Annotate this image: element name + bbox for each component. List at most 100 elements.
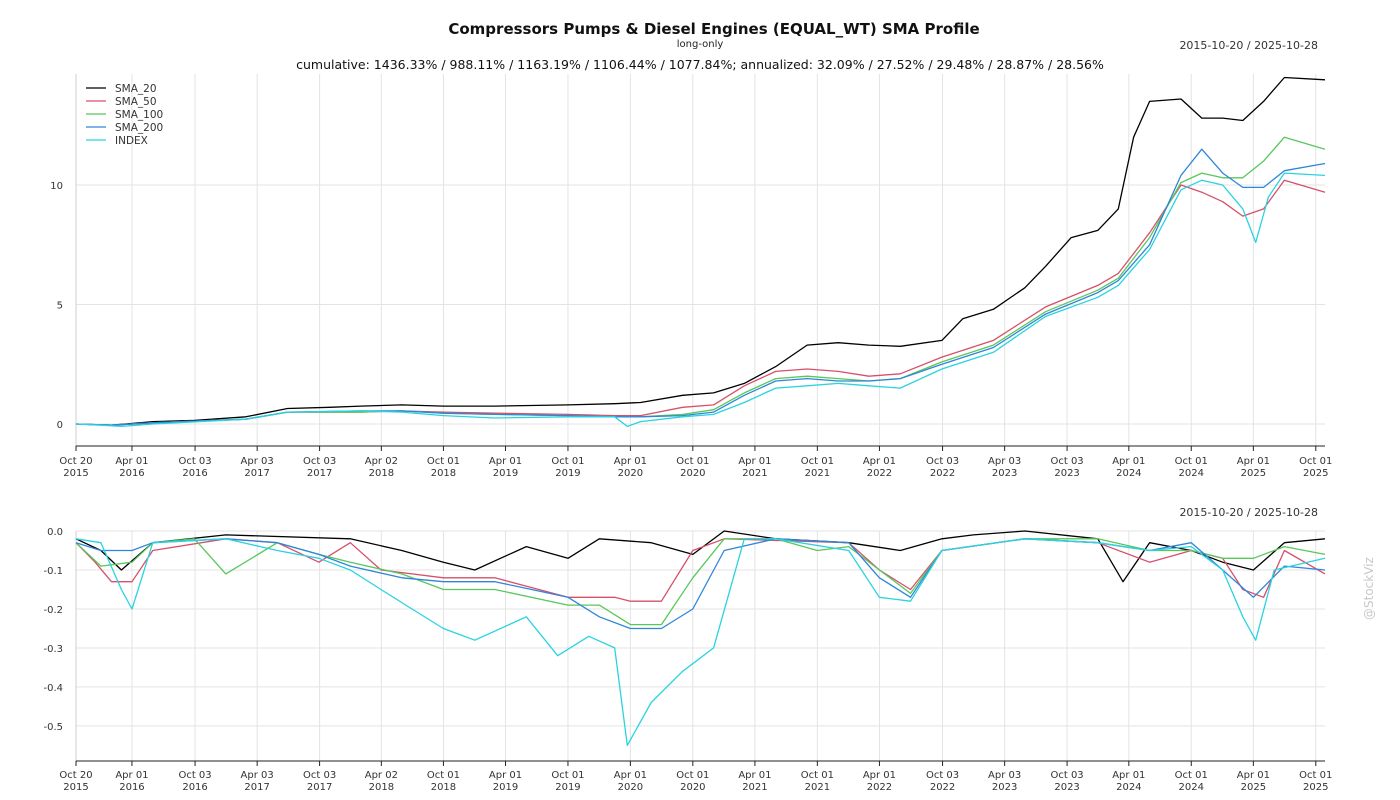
x-tick-label-year: 2016 xyxy=(119,468,144,479)
x-tick-label-year: 2015 xyxy=(63,782,88,793)
x-tick-label-year: 2025 xyxy=(1303,782,1328,793)
y-tick-label: -0.5 xyxy=(43,722,63,733)
y-tick-label: -0.4 xyxy=(43,683,63,694)
y-tick-label: 10 xyxy=(50,181,63,192)
x-tick-label-year: 2018 xyxy=(431,782,456,793)
x-tick-label: Oct 01 xyxy=(1299,456,1332,467)
x-tick-label: Oct 01 xyxy=(551,456,584,467)
x-tick-label: Oct 20 xyxy=(59,770,92,781)
x-tick-label: Apr 01 xyxy=(489,770,522,781)
series-line-sma-200 xyxy=(75,148,1326,426)
x-tick-label-year: 2022 xyxy=(930,782,955,793)
x-tick-label: Apr 01 xyxy=(1112,456,1145,467)
x-tick-label-year: 2017 xyxy=(307,468,332,479)
series-line-sma-50 xyxy=(75,179,1326,426)
x-tick-label-year: 2017 xyxy=(307,782,332,793)
x-tick-label-year: 2021 xyxy=(742,468,767,479)
x-tick-label: Oct 03 xyxy=(303,456,336,467)
legend-label: INDEX xyxy=(115,135,148,147)
x-tick-label-year: 2018 xyxy=(431,468,456,479)
x-tick-label: Apr 01 xyxy=(115,770,148,781)
x-tick-label-year: 2020 xyxy=(618,782,643,793)
x-tick-label-year: 2019 xyxy=(493,468,518,479)
y-tick-label: -0.1 xyxy=(43,566,63,577)
y-tick-label: -0.2 xyxy=(43,605,63,616)
x-tick-label: Apr 01 xyxy=(614,456,647,467)
x-tick-label: Oct 03 xyxy=(303,770,336,781)
x-tick-label-year: 2023 xyxy=(992,468,1017,479)
series-line-sma-200 xyxy=(75,538,1326,630)
x-tick-label: Apr 02 xyxy=(365,770,398,781)
y-tick-label: 0.0 xyxy=(47,527,63,538)
x-tick-label-year: 2021 xyxy=(805,468,830,479)
x-tick-label-year: 2025 xyxy=(1241,782,1266,793)
x-tick-label: Apr 03 xyxy=(241,770,274,781)
x-tick-label: Oct 03 xyxy=(926,456,959,467)
x-tick-label: Oct 01 xyxy=(801,770,834,781)
x-tick-label: Apr 03 xyxy=(241,456,274,467)
x-tick-label-year: 2019 xyxy=(555,468,580,479)
x-tick-label: Apr 01 xyxy=(489,456,522,467)
series-line-sma-100 xyxy=(75,136,1326,426)
legend-label: SMA_100 xyxy=(115,109,163,121)
x-tick-label: Oct 03 xyxy=(1050,770,1083,781)
x-tick-label: Apr 01 xyxy=(1237,770,1270,781)
x-tick-label-year: 2025 xyxy=(1241,468,1266,479)
returns-summary: cumulative: 1436.33% / 988.11% / 1163.19… xyxy=(296,57,1104,72)
series-line-sma-100 xyxy=(75,538,1326,626)
x-tick-label: Oct 03 xyxy=(178,456,211,467)
x-tick-label: Apr 01 xyxy=(1237,456,1270,467)
x-tick-label-year: 2018 xyxy=(369,782,394,793)
x-tick-label-year: 2020 xyxy=(680,782,705,793)
x-tick-label-year: 2017 xyxy=(244,468,269,479)
top-date-range: 2015-10-20 / 2025-10-28 xyxy=(1179,39,1318,52)
x-tick-label-year: 2024 xyxy=(1179,468,1204,479)
x-tick-label: Oct 01 xyxy=(676,456,709,467)
x-tick-label-year: 2020 xyxy=(680,468,705,479)
y-tick-label: 5 xyxy=(57,301,63,312)
series-line-sma-20 xyxy=(75,530,1326,583)
x-tick-label-year: 2020 xyxy=(618,468,643,479)
x-tick-label: Oct 01 xyxy=(1175,456,1208,467)
x-tick-label: Apr 01 xyxy=(863,770,896,781)
chart-title: Compressors Pumps & Diesel Engines (EQUA… xyxy=(448,20,980,38)
x-tick-label-year: 2019 xyxy=(493,782,518,793)
x-tick-label-year: 2015 xyxy=(63,468,88,479)
x-tick-label: Apr 01 xyxy=(1112,770,1145,781)
x-tick-label-year: 2022 xyxy=(867,782,892,793)
x-tick-label-year: 2019 xyxy=(555,782,580,793)
series-line-index xyxy=(75,538,1326,747)
x-tick-label: Oct 01 xyxy=(551,770,584,781)
chart-subtitle: long-only xyxy=(676,39,724,50)
x-tick-label-year: 2021 xyxy=(742,782,767,793)
bottom-date-range: 2015-10-20 / 2025-10-28 xyxy=(1179,506,1318,519)
x-tick-label-year: 2021 xyxy=(805,782,830,793)
x-tick-label: Oct 03 xyxy=(1050,456,1083,467)
x-tick-label: Oct 01 xyxy=(427,770,460,781)
series-line-index xyxy=(75,172,1326,428)
x-tick-label: Apr 01 xyxy=(738,770,771,781)
x-tick-label-year: 2016 xyxy=(119,782,144,793)
x-tick-label: Apr 01 xyxy=(115,456,148,467)
x-tick-label-year: 2023 xyxy=(1054,468,1079,479)
x-tick-label: Oct 01 xyxy=(676,770,709,781)
y-tick-label: -0.3 xyxy=(43,644,63,655)
x-tick-label-year: 2023 xyxy=(992,782,1017,793)
x-tick-label-year: 2017 xyxy=(244,782,269,793)
x-tick-label-year: 2022 xyxy=(930,468,955,479)
legend-label: SMA_50 xyxy=(115,96,157,108)
x-tick-label-year: 2025 xyxy=(1303,468,1328,479)
x-tick-label: Oct 03 xyxy=(178,770,211,781)
x-tick-label: Apr 01 xyxy=(863,456,896,467)
x-tick-label-year: 2018 xyxy=(369,468,394,479)
series-line-sma-20 xyxy=(75,76,1326,426)
x-tick-label: Apr 01 xyxy=(738,456,771,467)
x-tick-label-year: 2024 xyxy=(1116,782,1141,793)
x-tick-label-year: 2023 xyxy=(1054,782,1079,793)
legend-label: SMA_20 xyxy=(115,83,157,95)
x-tick-label: Apr 01 xyxy=(614,770,647,781)
